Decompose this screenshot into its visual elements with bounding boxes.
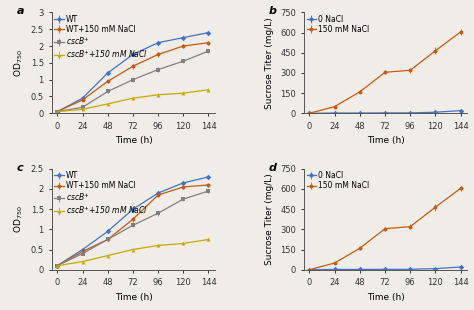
Legend: WT, WT+150 mM NaCl, cscB$^{+}$, cscB$^{+}$+150 mM NaCl: WT, WT+150 mM NaCl, cscB$^{+}$, cscB$^{+… (54, 14, 149, 60)
Y-axis label: Sucrose Titer (mg/L): Sucrose Titer (mg/L) (265, 173, 274, 265)
X-axis label: Time (h): Time (h) (367, 293, 404, 302)
Legend: WT, WT+150 mM NaCl, cscB$^{+}$, cscB$^{+}$+150 mM NaCl: WT, WT+150 mM NaCl, cscB$^{+}$, cscB$^{+… (54, 170, 149, 217)
Y-axis label: OD$_{750}$: OD$_{750}$ (13, 49, 25, 77)
X-axis label: Time (h): Time (h) (115, 136, 152, 145)
Text: c: c (17, 163, 23, 173)
X-axis label: Time (h): Time (h) (367, 136, 404, 145)
Y-axis label: OD$_{750}$: OD$_{750}$ (13, 206, 25, 233)
Text: d: d (268, 163, 276, 173)
Text: b: b (268, 6, 276, 16)
X-axis label: Time (h): Time (h) (115, 293, 152, 302)
Text: a: a (17, 6, 24, 16)
Legend: 0 NaCl, 150 mM NaCl: 0 NaCl, 150 mM NaCl (306, 14, 370, 35)
Y-axis label: Sucrose Titer (mg/L): Sucrose Titer (mg/L) (265, 17, 274, 109)
Legend: 0 NaCl, 150 mM NaCl: 0 NaCl, 150 mM NaCl (306, 170, 370, 191)
